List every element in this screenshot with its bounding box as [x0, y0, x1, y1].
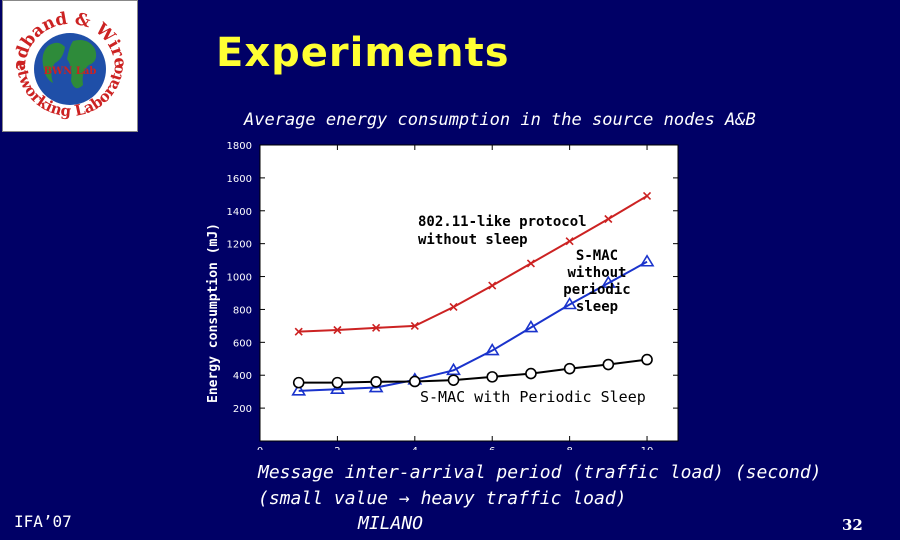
data-point-triangle-marker	[446, 362, 461, 376]
bwn-lab-logo: Broadband & Wireless Networking Laborato…	[0, 0, 138, 132]
data-point-triangle-marker	[639, 254, 655, 267]
caption-note-before: (small value	[258, 488, 399, 509]
annotation-line: sleep	[576, 299, 618, 315]
annotation-line: without sleep	[418, 232, 528, 248]
data-point-triangle-marker	[523, 319, 539, 333]
y-tick-label: 1400	[227, 207, 252, 218]
series-line-1	[298, 195, 648, 333]
annotation-line: 802.11-like protocol	[418, 214, 587, 230]
data-point-x-marker	[565, 237, 574, 246]
x-tick-label: 2	[334, 446, 340, 450]
data-point-triangle-marker	[562, 296, 578, 310]
data-point-x-marker	[372, 323, 381, 332]
venue-label: MILANO	[358, 513, 424, 534]
series-line-3	[298, 358, 648, 384]
annotation-line: without	[567, 265, 626, 281]
annotation-line: S-MAC with Periodic Sleep	[420, 388, 646, 406]
x-tick-label: 8	[566, 446, 572, 450]
annotation-line: periodic	[563, 282, 630, 298]
plot-area	[259, 144, 679, 442]
series-annotation-1: 802.11-like protocol without sleep	[418, 214, 587, 248]
data-point-x-marker	[410, 321, 419, 330]
conference-label: IFA’07	[14, 512, 72, 531]
data-point-x-marker	[333, 325, 342, 335]
y-tick-label: 1600	[227, 174, 252, 185]
data-point-circle-marker	[602, 358, 615, 371]
y-tick-label: 1000	[227, 273, 252, 284]
data-point-circle-marker	[409, 375, 421, 388]
series-line-2	[298, 260, 648, 392]
data-point-x-marker	[526, 259, 535, 268]
y-axis-label: Energy consumption (mJ)	[206, 223, 221, 403]
data-point-triangle-marker	[329, 381, 345, 395]
energy-line-chart: 200 400 600 800 1000 1200 1400 1600 1800 0 2 4 6 8 10 E…	[206, 141, 679, 450]
data-point-x-marker	[604, 214, 613, 224]
y-tick-label: 600	[233, 338, 252, 349]
x-axis-caption: Message inter-arrival period (traffic lo…	[258, 462, 822, 483]
right-arrow-icon: →	[398, 488, 410, 509]
x-tick-label: 10	[641, 446, 654, 450]
data-point-circle-marker	[525, 367, 537, 380]
x-axis-caption-note: (small value → heavy traffic load)	[258, 488, 818, 509]
data-point-circle-marker	[447, 374, 460, 386]
x-tick-label: 6	[489, 446, 495, 450]
data-point-x-marker	[642, 191, 652, 201]
x-tick-label: 0	[257, 446, 263, 450]
slide-title: Experiments	[216, 30, 510, 76]
data-point-x-marker	[449, 302, 458, 312]
annotation-line: S-MAC	[576, 248, 618, 264]
series-annotation-3: S-MAC with Periodic Sleep	[420, 388, 646, 406]
logo-text-inner: BWN Lab	[44, 66, 97, 77]
data-point-circle-marker	[292, 376, 305, 389]
data-point-circle-marker	[370, 376, 382, 388]
data-point-circle-marker	[641, 353, 653, 366]
y-tick-label: 400	[233, 371, 252, 382]
caption-note-after: heavy traffic load)	[409, 488, 627, 509]
x-tick-label: 4	[412, 446, 418, 450]
y-tick-label: 800	[233, 305, 252, 316]
y-tick-label: 1800	[227, 141, 252, 152]
page-number: 32	[842, 516, 863, 534]
chart-title: Average energy consumption in the source…	[244, 110, 756, 130]
data-point-circle-marker	[563, 362, 576, 375]
data-point-x-marker	[294, 327, 303, 336]
y-tick-label: 1200	[227, 240, 252, 251]
data-point-triangle-marker	[600, 275, 616, 288]
series-annotation-2: S-MAC without periodic sleep	[563, 248, 630, 315]
data-point-circle-marker	[331, 376, 344, 389]
data-point-circle-marker	[486, 371, 499, 383]
y-tick-label: 200	[233, 404, 252, 415]
logo-globe-icon: Broadband & Wireless Networking Laborato…	[0, 0, 130, 120]
data-point-triangle-marker	[291, 383, 307, 396]
data-point-triangle-marker	[484, 343, 500, 356]
data-point-x-marker	[488, 281, 497, 290]
